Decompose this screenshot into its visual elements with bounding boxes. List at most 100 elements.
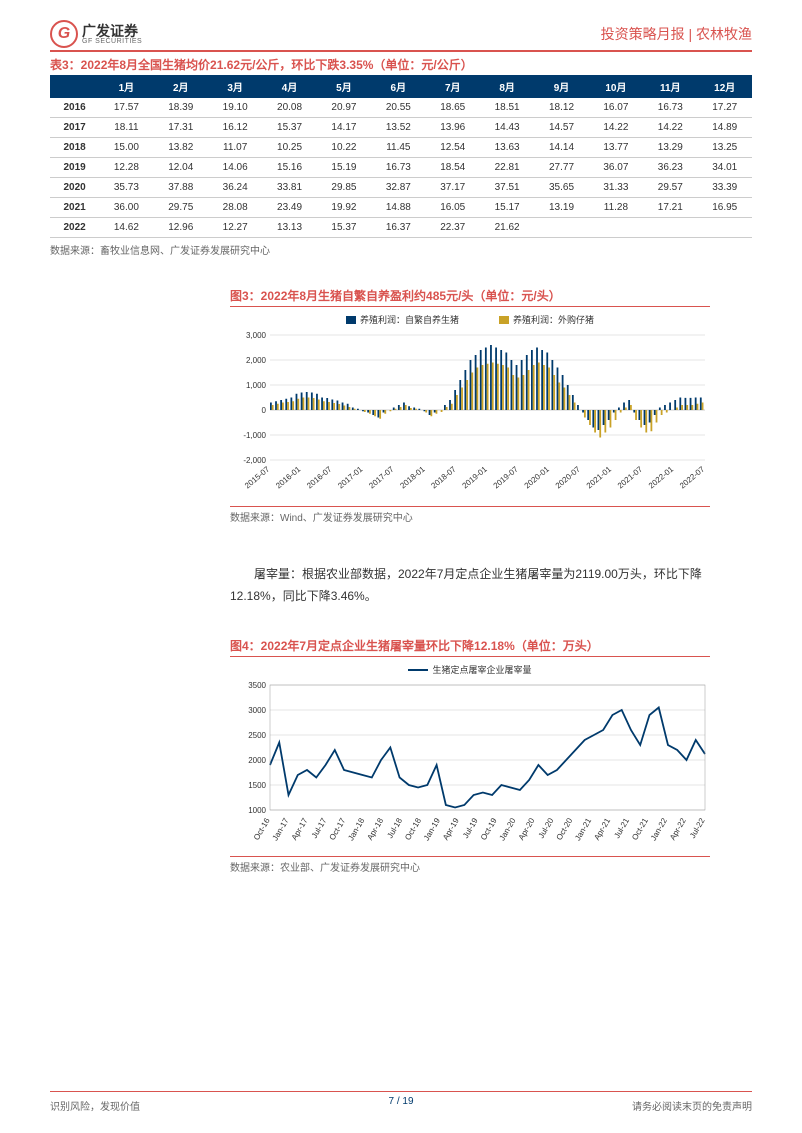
table-cell: 13.52 [371, 118, 425, 138]
table-cell: 2018 [50, 138, 99, 158]
chart3-legend: 养殖利润：自繁自养生猪 养殖利润：外购仔猪 [230, 313, 710, 326]
svg-text:Apr-17: Apr-17 [290, 816, 310, 842]
table-cell: 36.00 [99, 198, 153, 218]
legend-swatch-icon [346, 316, 356, 324]
table-cell: 2016 [50, 98, 99, 118]
table-cell: 14.22 [643, 118, 697, 138]
table-cell: 20.55 [371, 98, 425, 118]
table-cell: 14.89 [697, 118, 752, 138]
svg-text:3,000: 3,000 [246, 331, 267, 340]
table-row: 202035.7337.8836.2433.8129.8532.8737.173… [50, 178, 752, 198]
table-cell: 15.16 [262, 158, 316, 178]
chart4-legend-item-0: 生猪定点屠宰企业屠宰量 [408, 663, 531, 676]
table-cell: 14.43 [480, 118, 534, 138]
legend-swatch-icon [499, 316, 509, 324]
svg-text:-1,000: -1,000 [243, 431, 266, 440]
svg-text:Jul-17: Jul-17 [310, 816, 329, 840]
table-cell: 29.57 [643, 178, 697, 198]
svg-text:Oct-20: Oct-20 [555, 816, 575, 842]
table-cell: 14.88 [371, 198, 425, 218]
table-cell: 18.54 [426, 158, 480, 178]
table3-title: 表3：2022年8月全国生猪均价21.62元/公斤，环比下跌3.35%（单位：元… [50, 56, 752, 73]
svg-text:Jan-18: Jan-18 [346, 816, 366, 842]
svg-text:3000: 3000 [248, 706, 266, 715]
svg-text:2017-07: 2017-07 [367, 464, 396, 490]
table-cell: 2022 [50, 218, 99, 238]
table-cell: 14.06 [208, 158, 262, 178]
table-cell: 37.88 [154, 178, 208, 198]
svg-text:Oct-17: Oct-17 [328, 816, 348, 842]
table-cell: 20.97 [317, 98, 371, 118]
table-cell [643, 218, 697, 238]
table3-source: 数据来源：畜牧业信息网、广发证券发展研究中心 [50, 242, 752, 257]
table-cell: 36.07 [589, 158, 643, 178]
table-cell: 32.87 [371, 178, 425, 198]
table-cell: 13.77 [589, 138, 643, 158]
table-cell: 18.51 [480, 98, 534, 118]
table-row: 202214.6212.9612.2713.1315.3716.3722.372… [50, 218, 752, 238]
chart4-block: 图4：2022年7月定点企业生猪屠宰量环比下降12.18%（单位：万头） 生猪定… [230, 637, 710, 874]
svg-text:2019-01: 2019-01 [461, 464, 490, 490]
table-header-cell: 8月 [480, 75, 534, 98]
svg-text:2019-07: 2019-07 [492, 464, 521, 490]
svg-text:2015-07: 2015-07 [243, 464, 272, 490]
table-header-cell: 6月 [371, 75, 425, 98]
legend-label: 生猪定点屠宰企业屠宰量 [432, 663, 531, 676]
svg-text:Jul-18: Jul-18 [385, 816, 404, 840]
table-cell: 13.63 [480, 138, 534, 158]
svg-text:2000: 2000 [248, 756, 266, 765]
table-cell: 14.22 [589, 118, 643, 138]
svg-text:3500: 3500 [248, 681, 266, 690]
table-cell: 11.28 [589, 198, 643, 218]
svg-text:Jan-21: Jan-21 [573, 816, 593, 842]
table-cell: 14.14 [534, 138, 588, 158]
svg-text:2,000: 2,000 [246, 356, 267, 365]
table-cell: 18.11 [99, 118, 153, 138]
svg-text:2017-01: 2017-01 [336, 464, 365, 490]
table-cell: 15.37 [317, 218, 371, 238]
table-cell: 21.62 [480, 218, 534, 238]
table-cell: 16.95 [697, 198, 752, 218]
table-cell: 23.49 [262, 198, 316, 218]
svg-text:-2,000: -2,000 [243, 456, 266, 465]
table-cell: 19.92 [317, 198, 371, 218]
svg-text:Oct-16: Oct-16 [252, 816, 272, 842]
table-cell: 2021 [50, 198, 99, 218]
svg-text:Apr-20: Apr-20 [517, 816, 537, 842]
svg-text:Jul-20: Jul-20 [537, 816, 556, 840]
table-cell: 17.21 [643, 198, 697, 218]
table-header-cell: 9月 [534, 75, 588, 98]
chart4-title: 图4：2022年7月定点企业生猪屠宰量环比下降12.18%（单位：万头） [230, 637, 710, 657]
table-cell: 18.65 [426, 98, 480, 118]
chart3-legend-item-1: 养殖利润：外购仔猪 [499, 313, 594, 326]
table-cell: 16.73 [643, 98, 697, 118]
table-cell: 35.65 [534, 178, 588, 198]
table-cell: 27.77 [534, 158, 588, 178]
table-cell: 11.45 [371, 138, 425, 158]
table-cell: 35.73 [99, 178, 153, 198]
svg-text:2022-01: 2022-01 [647, 464, 676, 490]
table-cell: 15.00 [99, 138, 153, 158]
table-cell: 12.28 [99, 158, 153, 178]
table-cell [534, 218, 588, 238]
table-cell: 20.08 [262, 98, 316, 118]
svg-text:2018-07: 2018-07 [429, 464, 458, 490]
svg-text:Oct-18: Oct-18 [403, 816, 423, 842]
chart3-legend-item-0: 养殖利润：自繁自养生猪 [346, 313, 459, 326]
svg-text:Apr-21: Apr-21 [592, 816, 612, 842]
table-cell: 33.81 [262, 178, 316, 198]
table-cell: 22.81 [480, 158, 534, 178]
svg-text:2500: 2500 [248, 731, 266, 740]
table-header-cell: 4月 [262, 75, 316, 98]
table-cell [697, 218, 752, 238]
logo: G 广发证券 GF SECURITIES [50, 20, 142, 48]
table-cell: 12.96 [154, 218, 208, 238]
table-header-cell [50, 75, 99, 98]
table-cell: 16.12 [208, 118, 262, 138]
chart4-legend: 生猪定点屠宰企业屠宰量 [230, 663, 710, 676]
table-row: 201815.0013.8211.0710.2510.2211.4512.541… [50, 138, 752, 158]
chart3-canvas: -2,000-1,00001,0002,0003,0002015-072016-… [230, 330, 710, 500]
table-cell: 14.62 [99, 218, 153, 238]
svg-text:0: 0 [262, 406, 267, 415]
chart3-title: 图3：2022年8月生猪自繁自养盈利约485元/头（单位：元/头） [230, 287, 710, 307]
